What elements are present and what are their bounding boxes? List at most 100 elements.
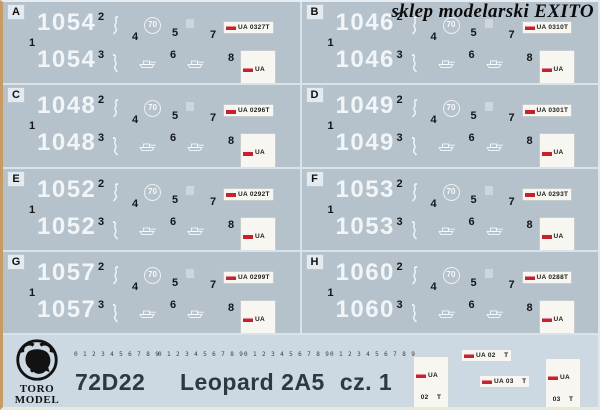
digit-strip: 0 1 2 3 4 5 6 7 8 9 <box>74 351 160 358</box>
turret-number-top: 1060 <box>335 258 395 286</box>
turret-number-bottom: 1046 <box>335 46 395 73</box>
footer-band: TORO MODEL 0 1 2 3 4 5 6 7 8 9 0 1 2 3 4… <box>3 333 598 407</box>
unit-emblem-icon <box>409 265 420 286</box>
item-marker-6: 6 <box>468 215 475 228</box>
bull-icon <box>15 338 59 382</box>
unit-emblem-icon <box>409 15 420 36</box>
item-marker-1: 1 <box>29 120 36 133</box>
item-marker-6: 6 <box>468 132 475 145</box>
catalog-number: 72D22 <box>75 369 146 395</box>
item-marker-2: 2 <box>396 11 403 23</box>
tank-silhouette-icon <box>436 308 456 319</box>
tank-silhouette-icon <box>436 225 456 236</box>
item-marker-4: 4 <box>132 114 139 127</box>
item-marker-1: 1 <box>327 203 334 216</box>
item-marker-7: 7 <box>210 29 217 41</box>
plate-text: UA 0327T <box>238 24 270 31</box>
small-decal-patch <box>484 102 493 112</box>
poland-flag-icon <box>243 66 253 73</box>
turret-number-top: 1054 <box>37 9 97 36</box>
tank-silhouette-icon <box>185 58 205 69</box>
item-marker-1: 1 <box>29 203 36 216</box>
item-marker-5: 5 <box>470 193 477 206</box>
tank-silhouette-icon <box>137 58 157 69</box>
poland-flag-icon <box>243 233 253 239</box>
plate-line1: UA <box>553 149 564 157</box>
item-marker-4: 4 <box>132 280 139 293</box>
poland-flag-icon <box>524 108 535 114</box>
tank-silhouette-icon <box>484 225 504 236</box>
poland-flag-icon <box>226 191 236 197</box>
item-marker-8: 8 <box>526 301 533 314</box>
unit-emblem-icon <box>409 136 420 157</box>
turret-number-bottom: 1060 <box>335 295 395 323</box>
item-marker-5: 5 <box>172 110 179 123</box>
tank-silhouette-icon <box>484 141 504 152</box>
brand-name-line2: MODEL <box>14 393 60 406</box>
decal-section: B 1046 1046 1 2 3 4 5 6 7 8 70 <box>301 2 598 84</box>
item-marker-8: 8 <box>228 52 235 64</box>
item-marker-6: 6 <box>170 132 177 145</box>
plate-line2: 03 T <box>552 396 574 403</box>
tank-silhouette-icon <box>185 308 205 319</box>
turret-number-top: 1052 <box>37 175 97 203</box>
item-marker-7: 7 <box>210 195 217 208</box>
unit-emblem-icon <box>409 303 420 324</box>
license-plate-two-line: UA 0296T <box>241 134 275 167</box>
tank-silhouette-icon <box>484 308 504 319</box>
item-marker-3: 3 <box>396 132 403 145</box>
item-marker-4: 4 <box>430 197 437 210</box>
plate-text: UA 0301T <box>536 107 569 115</box>
unit-emblem-icon <box>110 136 121 157</box>
unit-emblem-icon <box>110 303 121 324</box>
item-marker-1: 1 <box>327 286 334 299</box>
item-marker-3: 3 <box>98 132 105 145</box>
item-marker-5: 5 <box>470 276 477 289</box>
item-marker-1: 1 <box>29 286 36 299</box>
small-decal-patch <box>186 185 194 195</box>
spare-plate-single-line-02: UA 02 T <box>462 350 512 361</box>
item-marker-2: 2 <box>396 177 403 190</box>
item-marker-7: 7 <box>508 278 515 291</box>
digit-strip: 0 1 2 3 4 5 6 7 8 9 <box>330 351 416 358</box>
unit-emblem-icon <box>110 53 121 74</box>
plate-line1: UA <box>255 315 265 323</box>
poland-flag-icon <box>464 352 474 359</box>
plate-line1: UA <box>560 374 570 381</box>
item-marker-6: 6 <box>468 298 475 311</box>
plate-line1: UA <box>553 66 564 73</box>
tank-silhouette-icon <box>185 225 205 236</box>
poland-flag-icon <box>416 372 426 379</box>
tank-silhouette-icon <box>137 308 157 319</box>
tank-silhouette-icon <box>185 141 205 152</box>
small-decal-patch <box>186 19 194 28</box>
poland-flag-icon <box>541 66 552 73</box>
item-marker-5: 5 <box>172 27 179 39</box>
small-decal-patch <box>484 185 493 195</box>
plate-line1: UA <box>553 232 564 240</box>
digit-strip: 0 1 2 3 4 5 6 7 8 9 <box>158 351 244 358</box>
license-plate-two-line: UA 0292T <box>241 217 275 250</box>
item-marker-5: 5 <box>470 27 477 39</box>
decal-section: E 1052 1052 1 2 3 4 5 6 7 8 70 <box>3 168 300 250</box>
item-marker-4: 4 <box>132 31 139 43</box>
item-marker-2: 2 <box>396 94 403 107</box>
brand-name-line1: TORO <box>19 383 55 395</box>
plate-line2: 02 T <box>420 394 442 401</box>
small-decal-patch <box>484 19 493 28</box>
unit-emblem-icon <box>110 265 121 286</box>
section-label: D <box>306 88 323 103</box>
section-label: H <box>306 254 323 269</box>
license-plate-two-line: UA 0299T <box>241 300 275 333</box>
plate-text: UA 0310T <box>536 24 569 31</box>
license-plate-single-line: UA 0327T <box>224 22 273 33</box>
item-marker-3: 3 <box>396 49 403 61</box>
plate-text: UA 03 T <box>494 378 527 385</box>
item-marker-2: 2 <box>98 177 105 190</box>
plate-line1: UA <box>428 372 438 379</box>
tank-silhouette-icon <box>484 58 504 69</box>
poland-flag-icon <box>243 150 253 156</box>
tank-silhouette-icon <box>137 141 157 152</box>
section-label: E <box>8 171 24 186</box>
item-marker-8: 8 <box>228 218 235 231</box>
